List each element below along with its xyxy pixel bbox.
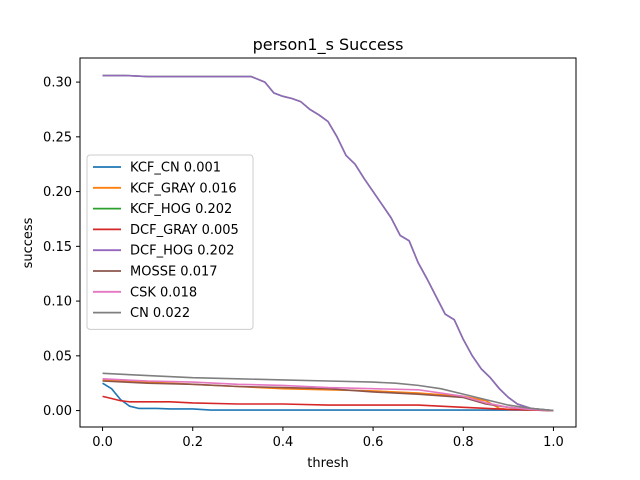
y-tick-label: 0.00	[43, 404, 72, 419]
legend-label: KCF_CN 0.001	[130, 161, 221, 176]
x-tick-label: 1.0	[543, 435, 564, 450]
y-tick-label: 0.15	[43, 240, 72, 255]
y-tick-label: 0.25	[43, 130, 72, 145]
x-tick-label: 0.0	[92, 435, 113, 450]
legend-label: KCF_HOG 0.202	[130, 202, 232, 217]
legend: KCF_CN 0.001 KCF_GRAY 0.016 KCF_HOG 0.202 D…	[86, 154, 254, 330]
series-line-3	[102, 395, 554, 412]
y-tick-label: 0.05	[43, 349, 72, 364]
y-tick-label: 0.10	[43, 295, 72, 310]
legend-box	[86, 154, 254, 330]
y-tick-label: 0.30	[43, 76, 72, 91]
y-axis-label: success	[21, 217, 36, 268]
x-axis-label: thresh	[307, 456, 348, 471]
legend-label: DCF_GRAY 0.005	[130, 223, 239, 238]
x-tick-label: 0.2	[182, 435, 203, 450]
series-line-6	[102, 378, 554, 412]
legend-label: MOSSE 0.017	[130, 265, 218, 280]
x-axis-ticks: 0.0 0.2 0.4 0.6 0.8 1.0	[92, 427, 564, 450]
plot-area	[102, 74, 554, 412]
plot-frame	[79, 57, 577, 428]
series-line-7	[102, 372, 554, 412]
series-line-4	[102, 74, 554, 412]
legend-label: KCF_GRAY 0.016	[130, 181, 237, 196]
legend-label: CN 0.022	[130, 306, 190, 321]
y-tick-label: 0.20	[43, 185, 72, 200]
x-tick-label: 0.8	[453, 435, 474, 450]
chart-title: person1_s Success	[253, 35, 404, 55]
y-axis-ticks: 0.00 0.05 0.10 0.15 0.20 0.25 0.30	[43, 76, 80, 419]
legend-label: CSK 0.018	[130, 285, 197, 300]
x-tick-label: 0.4	[273, 435, 294, 450]
x-tick-label: 0.6	[363, 435, 384, 450]
legend-label: DCF_HOG 0.202	[130, 244, 235, 259]
